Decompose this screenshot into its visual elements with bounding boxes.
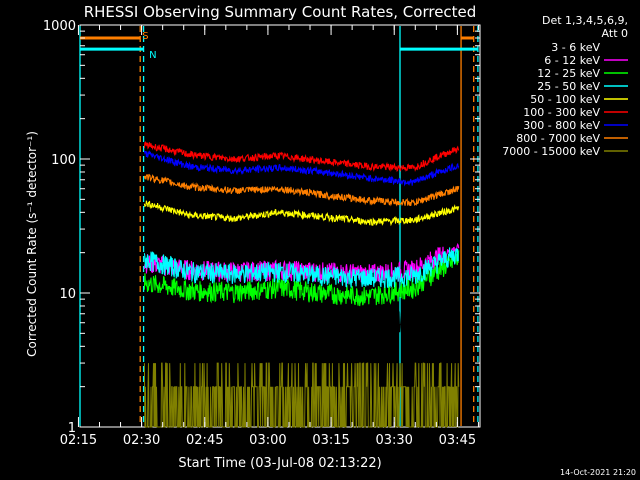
flag-label-saa: S	[142, 31, 148, 42]
legend-label: 800 - 7000 keV	[516, 132, 600, 145]
series-line-7000-15000-kev	[143, 362, 460, 428]
series-line-12-25-kev	[143, 250, 460, 307]
x-tick-label: 03:15	[312, 433, 349, 448]
x-tick-label: 03:30	[375, 433, 412, 448]
series-line-25-50-kev	[143, 247, 459, 289]
flag-label-night: N	[149, 50, 156, 61]
y-axis: 1 10 100 1000	[43, 19, 480, 436]
legend-label: 50 - 100 keV	[530, 93, 600, 106]
status-flags: SN	[80, 31, 478, 61]
y-tick-label: 1000	[43, 19, 76, 34]
x-tick-label: 03:00	[249, 433, 286, 448]
x-tick-label: 03:45	[439, 433, 476, 448]
legend-label: 3 - 6 keV	[551, 41, 600, 54]
series-line-6-12-kev	[143, 242, 460, 285]
series-line-50-100-kev	[143, 200, 460, 227]
legend-label: 6 - 12 keV	[544, 54, 600, 67]
y-tick-label: 10	[59, 287, 76, 302]
series-line-800-7000-kev	[143, 173, 460, 207]
legend-label: 300 - 800 keV	[523, 119, 600, 132]
y-tick-label: 100	[51, 153, 76, 168]
x-axis-label: Start Time (03-Jul-08 02:13:22)	[178, 456, 381, 471]
legend-label: 25 - 50 keV	[537, 80, 600, 93]
x-tick-label: 02:15	[60, 433, 97, 448]
legend-label: 100 - 300 keV	[523, 106, 600, 119]
series-line-300-800-kev	[143, 150, 460, 187]
series-line-100-300-kev	[143, 141, 460, 173]
legend-label: 12 - 25 keV	[537, 67, 600, 80]
series-line-3-6-kev	[143, 289, 459, 339]
y-axis-label: Corrected Count Rate (s⁻¹ detector⁻¹)	[25, 131, 39, 357]
x-tick-label: 02:30	[123, 433, 160, 448]
x-axis: 02:15 02:30 02:45 03:00 03:15 03:30 03:45	[60, 25, 479, 448]
legend-header-line-2: Att 0	[602, 27, 628, 40]
legend-label: 7000 - 15000 keV	[502, 145, 600, 158]
x-tick-label: 02:45	[186, 433, 223, 448]
footer-timestamp: 14-Oct-2021 21:20	[560, 468, 636, 477]
vertical-markers	[79, 26, 479, 426]
series-lines	[143, 141, 460, 428]
chart-title: RHESSI Observing Summary Count Rates, Co…	[84, 3, 477, 21]
y-tick-label: 1	[68, 421, 76, 436]
legend-header-line-1: Det 1,3,4,5,6,9,	[542, 14, 628, 27]
